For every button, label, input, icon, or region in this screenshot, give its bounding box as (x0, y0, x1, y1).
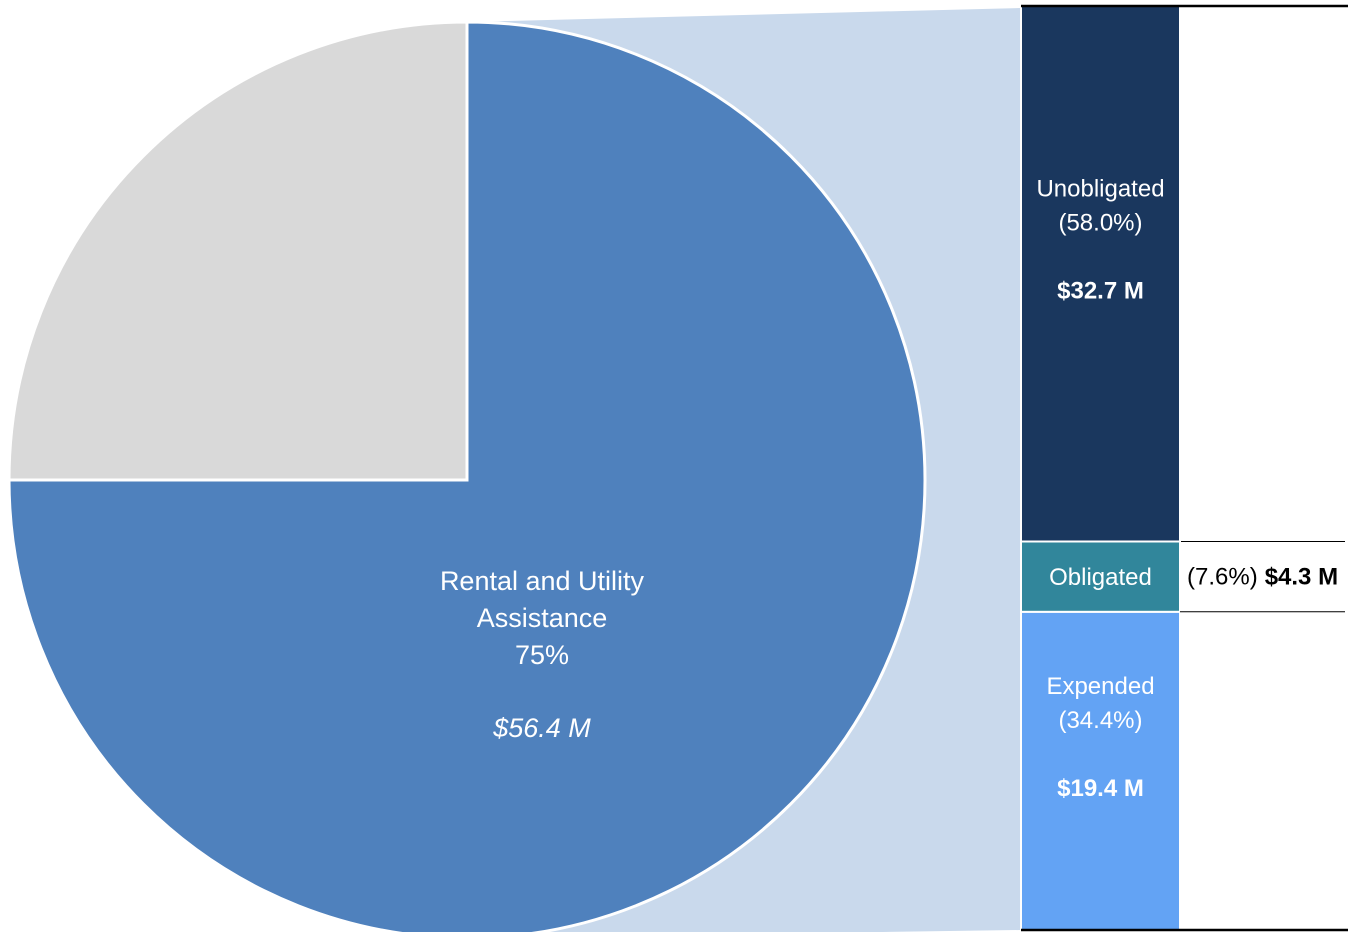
segment-amount: $4.3 M (1265, 564, 1338, 591)
segment-percent: (34.4%) (1058, 707, 1142, 734)
segment-amount: $19.4 M (1057, 775, 1144, 802)
bar-segment (1020, 540, 1181, 613)
slice-amount: $56.4 M (493, 713, 591, 743)
pie-label: Rental and Utility Assistance 75% $56.4 … (407, 563, 677, 747)
segment-amount: $32.7 M (1057, 278, 1144, 305)
pie-slice (7, 20, 469, 482)
pie-slice (7, 20, 927, 932)
segment-outside-label: (7.6%) $4.3 M (1187, 564, 1338, 591)
segment-percent: (7.6%) (1187, 564, 1258, 591)
segment-name: Obligated (1049, 564, 1152, 591)
segment-name: Expended (1046, 673, 1154, 700)
slice-percent: 75% (514, 640, 570, 670)
segment-percent: (58.0%) (1058, 210, 1142, 237)
slice-name: Rental and Utility Assistance (439, 566, 645, 633)
bar-segment (1020, 4, 1181, 543)
segment-name: Unobligated (1036, 176, 1164, 203)
bar-segment (1020, 610, 1181, 931)
